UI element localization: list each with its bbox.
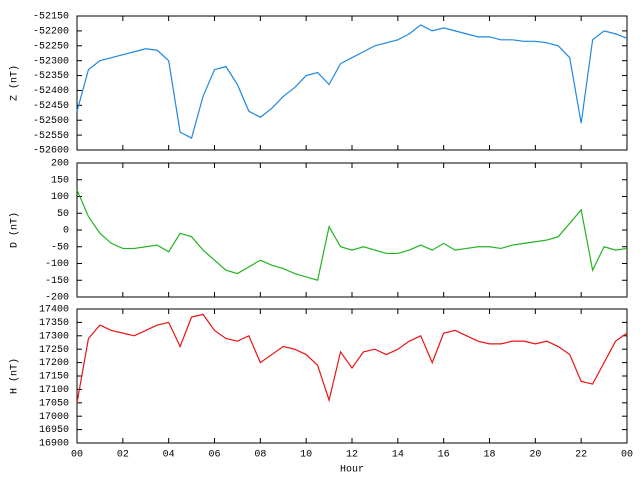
- x-tick-label: 18: [483, 450, 495, 461]
- trace: [76, 24, 628, 139]
- y-tick-label: 150: [51, 175, 69, 186]
- y-tick-label: 16900: [39, 439, 69, 450]
- y-tick-label: 17400: [39, 305, 69, 316]
- y-tick-label: -52350: [33, 71, 69, 82]
- x-tick-label: 00: [621, 450, 633, 461]
- y-tick-label: 17000: [39, 412, 69, 423]
- y-axis-label: H (nT): [9, 358, 21, 394]
- plot-frame: [76, 15, 628, 151]
- y-tick-label: -52300: [33, 56, 69, 67]
- y-tick-label: -52550: [33, 131, 69, 142]
- x-tick-label: 10: [300, 450, 312, 461]
- y-tick-label: 17350: [39, 318, 69, 329]
- y-tick-label: -52150: [33, 12, 69, 23]
- plot-frame: [76, 308, 628, 444]
- x-tick-label: 14: [392, 450, 404, 461]
- y-tick-label: -52600: [33, 146, 69, 157]
- x-tick-label: 22: [575, 450, 587, 461]
- y-tick-label: -150: [45, 276, 69, 287]
- trace: [76, 313, 628, 403]
- y-tick-label: -200: [45, 293, 69, 304]
- x-tick-label: 02: [117, 450, 129, 461]
- y-tick-label: 0: [63, 226, 69, 237]
- y-tick-label: 17250: [39, 345, 69, 356]
- x-tick-label: 06: [208, 450, 220, 461]
- x-tick-label: 00: [71, 450, 83, 461]
- y-tick-label: 16950: [39, 425, 69, 436]
- y-tick-label: -50: [51, 242, 69, 253]
- y-tick-label: -52250: [33, 41, 69, 52]
- y-tick-label: 17200: [39, 358, 69, 369]
- x-axis-label: Hour: [340, 465, 364, 476]
- x-tick-label: 12: [346, 450, 358, 461]
- y-tick-label: 17150: [39, 372, 69, 383]
- y-tick-label: 17050: [39, 398, 69, 409]
- y-tick-label: -52400: [33, 86, 69, 97]
- y-tick-label: -52500: [33, 116, 69, 127]
- x-tick-label: 04: [163, 450, 175, 461]
- y-tick-label: 100: [51, 192, 69, 203]
- plot-frame: [76, 162, 628, 298]
- y-tick-label: 200: [51, 159, 69, 170]
- x-tick-label: 20: [529, 450, 541, 461]
- y-axis-label: D (nT): [9, 212, 21, 248]
- y-tick-label: -52200: [33, 27, 69, 38]
- x-tick-label: 16: [438, 450, 450, 461]
- y-tick-label: 50: [57, 209, 69, 220]
- y-tick-label: 17100: [39, 385, 69, 396]
- y-tick-label: -100: [45, 259, 69, 270]
- trace: [76, 189, 628, 282]
- y-tick-label: 17300: [39, 331, 69, 342]
- y-tick-label: -52450: [33, 101, 69, 112]
- y-axis-label: Z (nT): [9, 65, 21, 101]
- x-tick-label: 08: [254, 450, 266, 461]
